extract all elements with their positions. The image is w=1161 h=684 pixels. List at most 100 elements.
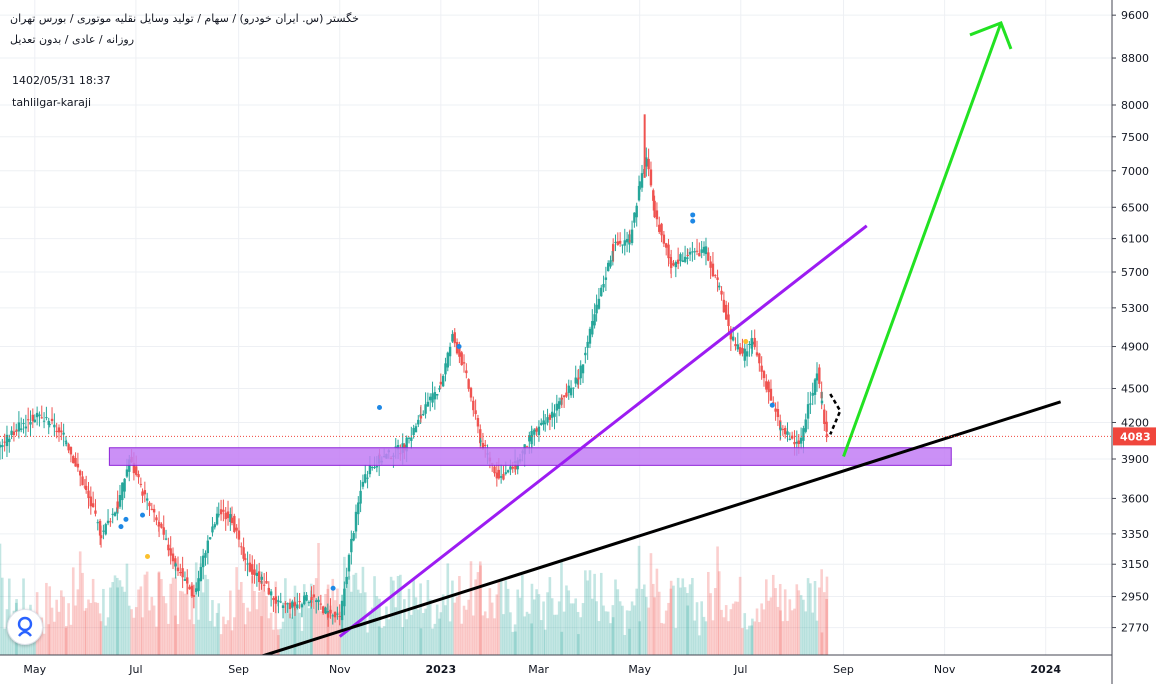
tradingview-logo-icon[interactable]: [7, 609, 43, 645]
candle: [441, 374, 445, 388]
last-price-badge: 4083: [1113, 427, 1156, 446]
candle: [321, 605, 325, 615]
candle: [192, 584, 196, 609]
volume-bar: [139, 586, 143, 655]
candle-body: [586, 341, 589, 348]
candle: [179, 563, 182, 576]
candle-body: [94, 510, 97, 514]
volume-bar: [609, 623, 612, 655]
candle-body: [530, 434, 534, 437]
candle: [535, 426, 538, 437]
candle: [305, 592, 308, 602]
candle-body: [10, 430, 13, 435]
y-tick-label: 2770: [1121, 622, 1149, 635]
candle-body: [755, 352, 759, 356]
candle: [116, 490, 119, 513]
candle: [653, 195, 656, 219]
candle: [87, 482, 90, 509]
candle-body: [769, 388, 773, 401]
candle: [248, 554, 252, 573]
candle: [255, 564, 259, 587]
volume-bar: [83, 610, 87, 655]
candle-body: [453, 332, 456, 344]
candle-body: [535, 428, 538, 432]
candle-body: [667, 244, 670, 259]
candle: [265, 571, 268, 584]
candle: [738, 342, 742, 356]
candle-body: [779, 427, 782, 431]
candle-body: [155, 517, 158, 521]
candle-body: [35, 412, 39, 418]
candle-body: [60, 430, 63, 433]
candle: [181, 556, 184, 589]
volume-bar: [614, 579, 617, 655]
volume-bar: [260, 616, 263, 655]
candle-body: [38, 414, 41, 417]
candle: [84, 475, 88, 494]
candle: [83, 479, 87, 490]
candle-body: [17, 422, 21, 432]
volume-bar: [806, 578, 810, 655]
volume-bar: [162, 596, 166, 655]
candle: [472, 396, 475, 417]
candle-body: [758, 353, 761, 364]
volume-bar: [799, 595, 803, 655]
volume-bar: [134, 607, 138, 655]
volume-bar: [688, 584, 692, 655]
candle-body: [183, 579, 187, 581]
volume-bar: [539, 620, 543, 655]
volume-bar: [595, 601, 598, 655]
candle-body: [321, 606, 325, 614]
candle-body: [815, 373, 819, 381]
volume-bar: [329, 605, 332, 655]
volume-bar: [40, 617, 44, 655]
candle-body: [645, 157, 648, 167]
volume-bar: [148, 610, 151, 655]
candle: [206, 535, 210, 565]
candle-body: [286, 603, 289, 605]
candle-body: [145, 498, 149, 501]
candle: [279, 592, 282, 604]
volume-bar: [451, 580, 454, 655]
volume-bar: [262, 591, 266, 655]
candle-body: [204, 552, 207, 558]
volume-bar: [825, 576, 829, 655]
x-tick-label: Mar: [528, 663, 549, 676]
volume-bar: [305, 598, 308, 655]
volume-bar: [155, 626, 158, 655]
candle-body: [269, 591, 273, 596]
volume-bar: [116, 577, 119, 655]
candle-body: [246, 563, 249, 565]
volume-bar: [438, 618, 441, 655]
candle-body: [324, 607, 327, 614]
volume-bar: [201, 592, 205, 655]
candle: [453, 328, 456, 348]
candle-body: [229, 514, 232, 522]
volume-bar: [660, 622, 663, 655]
candle-body: [226, 511, 230, 519]
volume-bar: [586, 580, 589, 655]
volume-bar: [741, 628, 744, 655]
volume-bar: [424, 608, 427, 655]
candle: [502, 465, 505, 481]
volume-bar: [255, 609, 259, 655]
candle-body: [593, 314, 596, 326]
signal-dot: [690, 212, 696, 218]
volume-bar: [745, 629, 749, 655]
candle-body: [272, 597, 275, 601]
candle: [338, 604, 341, 626]
candle: [662, 230, 666, 248]
volume-bar: [78, 551, 82, 655]
candle: [208, 537, 212, 540]
candle-body: [474, 410, 477, 415]
volume-bar: [276, 629, 280, 655]
candle: [38, 411, 41, 427]
volume-bar: [286, 603, 289, 655]
candle-body: [414, 426, 418, 433]
candle: [414, 423, 418, 433]
candle: [55, 422, 58, 439]
candle: [686, 249, 689, 257]
candle: [35, 406, 39, 426]
volume-bar: [513, 624, 517, 655]
